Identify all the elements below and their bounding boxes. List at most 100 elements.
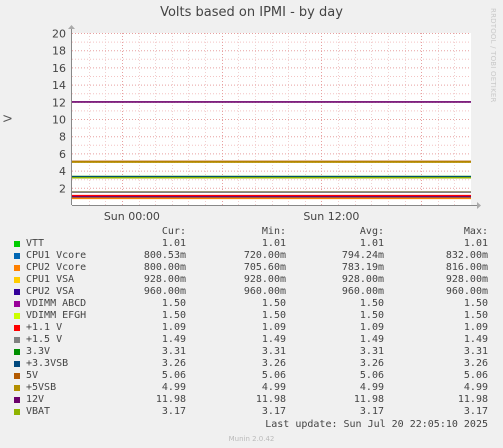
- legend-max-value: 3.26: [463, 358, 488, 369]
- legend-avg-value: 1.09: [359, 322, 384, 333]
- legend-cur-value: 928.00m: [143, 274, 186, 285]
- legend-min-value: 5.06: [261, 370, 286, 381]
- col-max-header: Max:: [463, 226, 488, 237]
- legend-min-value: 4.99: [261, 382, 286, 393]
- col-cur-header: Cur:: [161, 226, 186, 237]
- y-tick-label: 12: [52, 96, 66, 109]
- legend-row: CPU1 VSA 928.00m 928.00m 928.00m 928.00m: [0, 274, 503, 286]
- legend-swatch: [14, 301, 20, 307]
- legend-row: +1.5 V 1.49 1.49 1.49 1.49: [0, 334, 503, 346]
- legend-row: +3.3VSB 3.26 3.26 3.26 3.26: [0, 358, 503, 370]
- x-tick-label: Sun 00:00: [104, 210, 160, 223]
- legend-avg-value: 928.00m: [341, 274, 384, 285]
- legend-cur-value: 1.49: [161, 334, 186, 345]
- volts-plot: 2 4 6 8 10 12 14 16 18 20 Sun 00:00 Sun 12:00: [52, 25, 481, 223]
- legend-min-value: 1.49: [261, 334, 286, 345]
- legend-max-value: 5.06: [463, 370, 488, 381]
- legend-max-value: 832.00m: [445, 250, 488, 261]
- last-update: Last update: Sun Jul 20 22:05:10 2025: [265, 419, 488, 430]
- legend-series-name: +3.3VSB: [26, 358, 69, 369]
- y-tick-label: 10: [52, 114, 66, 127]
- legend-max-value: 1.50: [463, 310, 488, 321]
- legend-max-value: 3.17: [463, 406, 488, 417]
- legend-cur-value: 5.06: [161, 370, 186, 381]
- legend-series-name: +1.1 V: [26, 322, 63, 333]
- legend-swatch: [14, 409, 20, 415]
- y-tick-label: 2: [59, 182, 66, 195]
- legend-cur-value: 1.50: [161, 298, 186, 309]
- legend-series-name: CPU2 VSA: [26, 286, 75, 297]
- legend-min-value: 1.01: [261, 238, 286, 249]
- legend-series-name: +1.5 V: [26, 334, 63, 345]
- legend-avg-value: 1.49: [359, 334, 384, 345]
- legend-avg-value: 1.01: [359, 238, 384, 249]
- legend-min-value: 960.00m: [243, 286, 286, 297]
- legend-cur-value: 3.31: [161, 346, 186, 357]
- legend-max-value: 1.09: [463, 322, 488, 333]
- legend-min-value: 1.50: [261, 310, 286, 321]
- legend-series-name: VDIMM EFGH: [26, 310, 87, 321]
- legend-avg-value: 5.06: [359, 370, 384, 381]
- legend-min-value: 3.26: [261, 358, 286, 369]
- legend-series-name: VBAT: [26, 406, 51, 417]
- legend-avg-value: 783.19m: [341, 262, 384, 273]
- legend-max-value: 1.50: [463, 298, 488, 309]
- y-axis-arrow-icon: [68, 25, 75, 29]
- legend-min-value: 1.50: [261, 298, 286, 309]
- legend-series-name: +5VSB: [26, 382, 57, 393]
- legend-row: VBAT 3.17 3.17 3.17 3.17: [0, 406, 503, 418]
- legend-max-value: 928.00m: [445, 274, 488, 285]
- legend-swatch: [14, 253, 20, 259]
- legend-row: 12V 11.98 11.98 11.98 11.98: [0, 394, 503, 406]
- legend-swatch: [14, 325, 20, 331]
- legend-row: VDIMM EFGH 1.50 1.50 1.50 1.50: [0, 310, 503, 322]
- legend-min-value: 3.17: [261, 406, 286, 417]
- col-min-header: Min:: [261, 226, 286, 237]
- y-tick-label: 20: [52, 28, 66, 41]
- legend-swatch: [14, 313, 20, 319]
- legend-series-name: CPU1 VSA: [26, 274, 75, 285]
- legend-row: +1.1 V 1.09 1.09 1.09 1.09: [0, 322, 503, 334]
- legend-max-value: 816.00m: [445, 262, 488, 273]
- legend-series-name: VDIMM ABCD: [26, 298, 87, 309]
- legend-max-value: 1.01: [463, 238, 488, 249]
- legend-row: VTT 1.01 1.01 1.01 1.01: [0, 238, 503, 250]
- y-tick-label: 16: [52, 62, 66, 75]
- legend-avg-value: 11.98: [353, 394, 384, 405]
- x-axis-arrow-icon: [477, 202, 481, 209]
- legend-series-name: 12V: [26, 394, 45, 405]
- munin-version: Munin 2.0.42: [228, 435, 275, 443]
- legend-series-name: 3.3V: [26, 346, 51, 357]
- legend-avg-value: 794.24m: [341, 250, 384, 261]
- legend-min-value: 1.09: [261, 322, 286, 333]
- legend-row: +5VSB 4.99 4.99 4.99 4.99: [0, 382, 503, 394]
- legend-avg-value: 960.00m: [341, 286, 384, 297]
- legend-table: Cur: Min: Avg: Max: VTT 1.01 1.01 1.01 1.01 C…: [0, 226, 503, 418]
- legend-avg-value: 1.50: [359, 298, 384, 309]
- legend-swatch: [14, 349, 20, 355]
- chart-title: Volts based on IPMI - by day: [160, 5, 343, 20]
- legend-max-value: 3.31: [463, 346, 488, 357]
- legend-cur-value: 3.17: [161, 406, 186, 417]
- legend-series-name: VTT: [26, 238, 45, 249]
- legend-max-value: 1.49: [463, 334, 488, 345]
- legend-avg-value: 3.17: [359, 406, 384, 417]
- legend-row: 5V 5.06 5.06 5.06 5.06: [0, 370, 503, 382]
- y-tick-label: 18: [52, 45, 66, 58]
- legend-cur-value: 1.01: [161, 238, 186, 249]
- legend-avg-value: 3.26: [359, 358, 384, 369]
- legend-cur-value: 1.50: [161, 310, 186, 321]
- legend-swatch: [14, 397, 20, 403]
- legend-row: 3.3V 3.31 3.31 3.31 3.31: [0, 346, 503, 358]
- legend-avg-value: 4.99: [359, 382, 384, 393]
- legend-max-value: 4.99: [463, 382, 488, 393]
- legend-min-value: 3.31: [261, 346, 286, 357]
- legend-swatch: [14, 337, 20, 343]
- legend-header: Cur: Min: Avg: Max:: [0, 226, 503, 238]
- legend-cur-value: 11.98: [155, 394, 186, 405]
- legend-row: CPU1 Vcore 800.53m 720.00m 794.24m 832.00m: [0, 250, 503, 262]
- col-avg-header: Avg:: [359, 226, 384, 237]
- y-tick-label: 6: [59, 148, 66, 161]
- legend-max-value: 11.98: [457, 394, 488, 405]
- legend-min-value: 705.60m: [243, 262, 286, 273]
